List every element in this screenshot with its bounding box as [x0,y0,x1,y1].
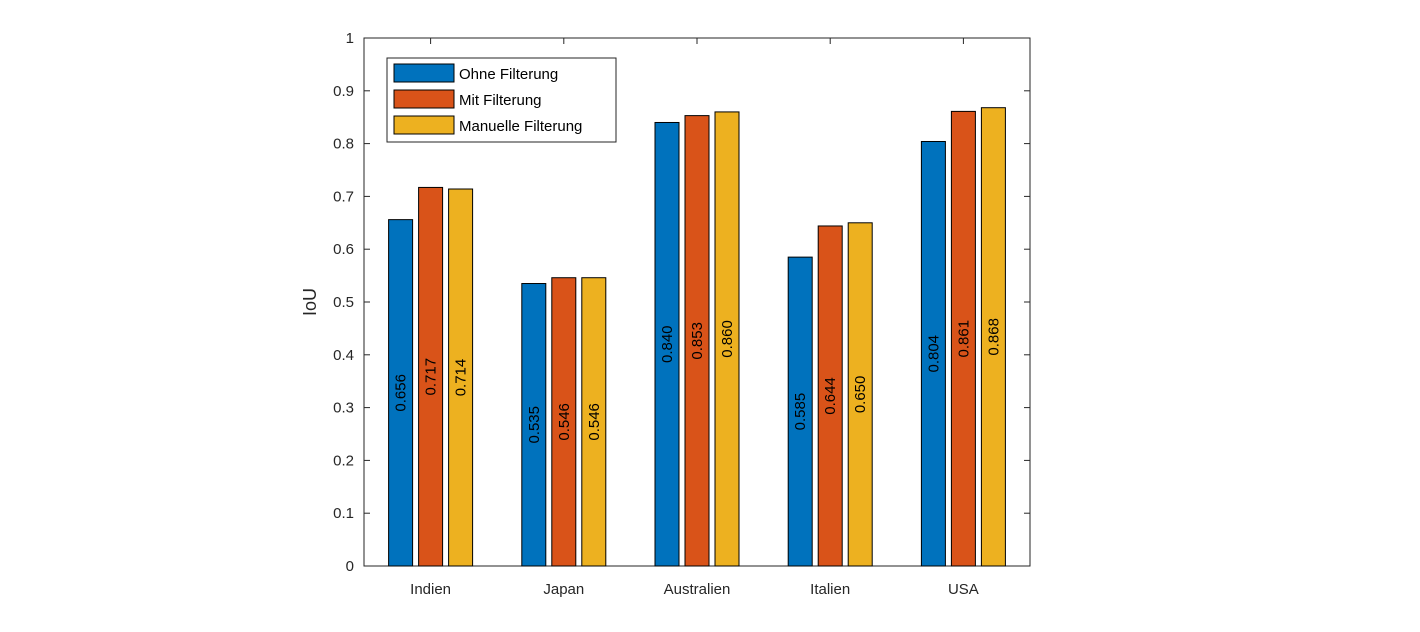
x-tick-label: Japan [543,581,584,598]
y-tick-label: 0.1 [333,505,354,522]
bar-value-label: 0.717 [423,358,440,396]
y-tick-label: 0.9 [333,83,354,100]
bar-value-label: 0.546 [586,403,603,441]
bar [817,225,843,567]
bar [684,115,710,567]
bar [581,277,607,567]
legend-swatch [393,115,455,135]
legend-label: Manuelle Filterung [459,118,582,135]
bar [920,140,946,567]
y-tick-label: 0.3 [333,400,354,417]
bar [847,222,873,567]
legend-label: Ohne Filterung [459,66,558,83]
legend: Ohne Filterung Mit Filterung Manuelle Filt… [386,57,617,143]
y-tick-label: 0 [346,558,354,575]
bar [388,219,414,567]
bar [551,277,577,567]
legend-swatch [393,63,455,83]
x-tick-label: Italien [810,581,850,598]
bar-value-label: 0.546 [556,403,573,441]
bar-value-label: 0.535 [526,406,543,444]
bar-value-label: 0.860 [719,320,736,358]
bar [714,111,740,567]
x-tick-label: Indien [410,581,451,598]
y-tick-label: 0.2 [333,452,354,469]
bar-value-label: 0.714 [453,359,470,397]
y-tick-label: 0.6 [333,241,354,258]
bar [521,283,547,567]
y-axis-title: IoU [300,288,320,316]
bar-value-label: 0.644 [822,377,839,415]
bar [980,107,1006,567]
y-tick-label: 0.5 [333,294,354,311]
bar-value-labels: 0.656 0.717 0.714 0.535 0.546 0.546 0.840 0.853… [393,318,1003,443]
bars [388,107,1006,567]
bar-value-label: 0.840 [659,325,676,363]
bar-value-label: 0.656 [393,374,410,412]
bar-value-label: 0.585 [792,393,809,431]
x-tick-label: USA [948,581,979,598]
bar [418,186,444,567]
axes: 0 0.1 0.2 0.3 0.4 0.5 0.6 0.7 0.8 0.9 1 Indien Japan… [333,30,1031,598]
bar-value-label: 0.650 [852,376,869,414]
bar [787,256,813,567]
legend-swatch [393,89,455,109]
y-tick-label: 1 [346,30,354,47]
x-tick-label: Australien [664,581,731,598]
y-tick-label: 0.8 [333,136,354,153]
bar [950,110,976,567]
bar-value-label: 0.861 [955,320,972,358]
legend-label: Mit Filterung [459,92,542,109]
bar-value-label: 0.868 [985,318,1002,356]
y-tick-label: 0.4 [333,347,354,364]
y-tick-label: 0.7 [333,188,354,205]
bar [654,121,680,567]
bar-value-label: 0.853 [689,322,706,360]
bar-value-label: 0.804 [925,335,942,373]
bar [448,188,474,567]
